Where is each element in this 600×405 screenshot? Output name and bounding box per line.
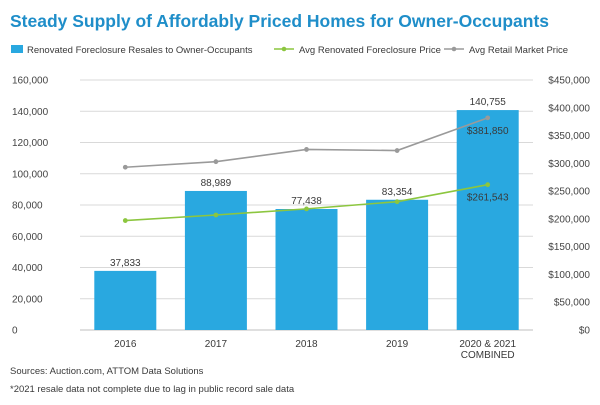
series-point [122,218,128,223]
legend-marker-foreclosure-price [281,46,287,52]
bar [184,190,247,330]
y-right-tick-label: $150,000 [548,242,590,253]
y-left-tick-label: 140,000 [12,107,49,118]
bar-value-label: 88,989 [201,178,232,189]
y-right-tick-label: $200,000 [548,214,590,225]
x-category-label: 2016 [114,339,137,350]
legend-label-retail-price: Avg Retail Market Price [469,45,568,56]
bar-layer [94,110,519,330]
x-category-label-line: 2019 [386,339,409,350]
legend-marker-retail-price [451,46,457,52]
y-right-tick-label: $250,000 [548,187,590,198]
bar [275,209,338,330]
series-point [213,159,219,165]
series-point [304,147,309,152]
y-left-tick-label: 40,000 [12,263,43,274]
x-category-label: 2019 [386,339,409,350]
x-category-label-line: COMBINED [461,350,515,361]
legend-swatch-bars [11,45,23,53]
y-left-tick-label: 120,000 [12,138,49,149]
legend: Renovated Foreclosure Resales to Owner-O… [11,45,568,56]
series-point [485,182,491,188]
series-end-label: $261,543 [467,193,509,204]
x-category-label: 2017 [205,339,228,350]
bar [366,199,429,330]
sources-note: Sources: Auction.com, ATTOM Data Solutio… [10,366,204,377]
x-category-label-line: 2016 [114,339,137,350]
bar-value-label: 140,755 [470,97,507,108]
x-category-label-line: 2020 & 2021 [459,339,516,350]
series-point [304,206,309,212]
y-right-tick-label: $350,000 [548,131,590,142]
y-right-tick-label: $100,000 [548,270,590,281]
bar-value-label: 37,833 [110,258,141,269]
series-point [213,212,219,218]
y-left-tick-label: 20,000 [12,294,43,305]
line-layer [122,115,491,223]
series-point [394,199,400,205]
bar-value-label: 83,354 [382,187,413,198]
x-category-label-line: 2017 [205,339,228,350]
bar [94,270,157,330]
chart-title: Steady Supply of Affordably Priced Homes… [10,11,549,31]
y-right-tick-label: $50,000 [554,298,591,309]
series-point [485,115,491,121]
y-left-tick-label: 160,000 [12,76,49,87]
x-category-label-line: 2018 [295,339,318,350]
y-left-tick-label: 100,000 [12,169,49,180]
series-point [394,148,400,153]
y-right-tick-label: $300,000 [548,159,590,170]
x-category-label: 2018 [295,339,318,350]
y-left-tick-label: 60,000 [12,232,43,243]
series-point [122,164,128,170]
legend-label-bars: Renovated Foreclosure Resales to Owner-O… [27,45,253,56]
x-category-label: 2020 & 2021 COMBINED [459,339,516,361]
y-right-tick-label: $400,000 [548,103,590,114]
bar [456,110,519,330]
y-right-tick-label: $450,000 [548,76,590,87]
data-footnote: *2021 resale data not complete due to la… [10,384,295,395]
y-left-tick-label: 0 [12,326,18,337]
y-left-tick-label: 80,000 [12,201,43,212]
bar-value-label: 77,438 [291,196,322,207]
legend-label-foreclosure-price: Avg Renovated Foreclosure Price [299,45,441,56]
series-end-label: $381,850 [467,126,509,137]
y-right-tick-label: $0 [579,326,591,337]
label-layer: 37,833 88,989 77,438 83,354 140,755 $261,543 $… [110,97,509,269]
